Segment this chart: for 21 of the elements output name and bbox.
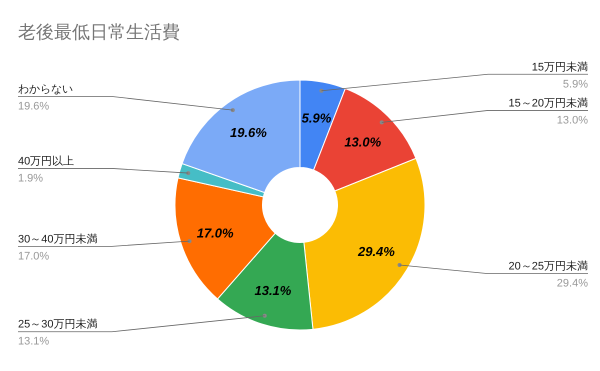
- slice-label: 20～25万円未満: [508, 260, 588, 273]
- data-label: 13.0%: [344, 134, 382, 150]
- slice-label: わからない: [18, 83, 73, 96]
- text: 13.0%: [556, 114, 588, 126]
- slice-label: 30～40万円未満: [18, 232, 98, 246]
- data-label: 19.6%: [230, 125, 268, 140]
- text: 17.0%: [18, 250, 50, 262]
- slice-label: 15万円未満: [532, 60, 588, 74]
- data-label: 17.0%: [196, 226, 234, 241]
- text: 19.6%: [18, 100, 50, 112]
- text: 5.9%: [562, 78, 588, 90]
- data-label: 29.4%: [357, 244, 396, 260]
- data-label: 5.9%: [302, 110, 332, 126]
- chart-title: 老後最低日常生活費: [18, 22, 180, 42]
- text: 29.4%: [556, 278, 588, 290]
- slice-label: 25～30万円未満: [18, 318, 98, 331]
- text: 13.1%: [18, 336, 50, 348]
- data-label: 13.1%: [254, 283, 292, 298]
- slice-label: 15～20万円未満: [508, 96, 588, 110]
- slice-label: 40万円以上: [18, 154, 74, 168]
- data-label: 1.9%: [18, 172, 44, 184]
